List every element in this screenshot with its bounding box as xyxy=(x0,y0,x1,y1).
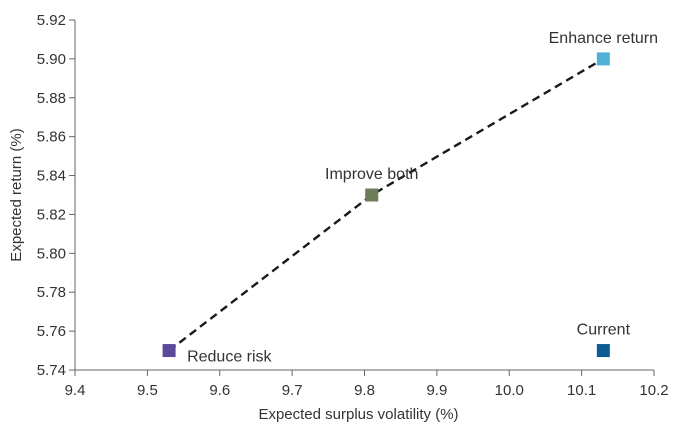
point-label-reduce-risk: Reduce risk xyxy=(187,349,272,366)
x-axis-title: Expected surplus volatility (%) xyxy=(258,406,458,423)
data-points: Reduce risk Improve both Enhance return Cur… xyxy=(162,30,658,366)
frontier-dashed-line xyxy=(168,57,604,352)
x-tick-label: 10.0 xyxy=(495,382,524,399)
x-tick-label: 10.1 xyxy=(567,382,596,399)
x-tick-label: 9.5 xyxy=(137,382,158,399)
point-marker-current xyxy=(596,344,610,358)
y-tick-label: 5.88 xyxy=(37,90,66,107)
x-tick-label: 9.6 xyxy=(209,382,230,399)
y-axis: 5.74 5.76 5.78 5.80 5.82 5.84 5.86 5.88 5.90 5.92 xyxy=(37,12,76,379)
y-tick-label: 5.78 xyxy=(37,284,66,301)
point-marker-reduce-risk xyxy=(162,344,176,358)
x-tick-label: 10.2 xyxy=(639,382,668,399)
point-label-current: Current xyxy=(577,322,631,339)
y-tick-label: 5.80 xyxy=(37,245,66,262)
y-tick-label: 5.90 xyxy=(37,51,66,68)
point-marker-enhance-return xyxy=(596,52,610,66)
y-tick-label: 5.76 xyxy=(37,323,66,340)
y-tick-label: 5.84 xyxy=(37,168,66,185)
y-ticks: 5.74 5.76 5.78 5.80 5.82 5.84 5.86 5.88 5.90 5.92 xyxy=(37,12,75,379)
x-ticks: 9.4 9.5 9.6 9.7 9.8 9.9 10.0 10.1 10.2 xyxy=(65,370,669,399)
y-tick-label: 5.82 xyxy=(37,206,66,223)
x-axis: 9.4 9.5 9.6 9.7 9.8 9.9 10.0 10.1 10.2 xyxy=(65,369,669,399)
x-tick-label: 9.9 xyxy=(426,382,447,399)
point-marker-improve-both xyxy=(365,188,379,202)
x-tick-label: 9.7 xyxy=(282,382,303,399)
y-tick-label: 5.92 xyxy=(37,12,66,29)
point-label-enhance-return: Enhance return xyxy=(549,30,658,47)
y-axis-title: Expected return (%) xyxy=(8,128,25,261)
y-tick-label: 5.86 xyxy=(37,129,66,146)
x-tick-label: 9.4 xyxy=(65,382,86,399)
y-tick-label: 5.74 xyxy=(37,362,66,379)
x-tick-label: 9.8 xyxy=(354,382,375,399)
point-label-improve-both: Improve both xyxy=(325,166,418,183)
